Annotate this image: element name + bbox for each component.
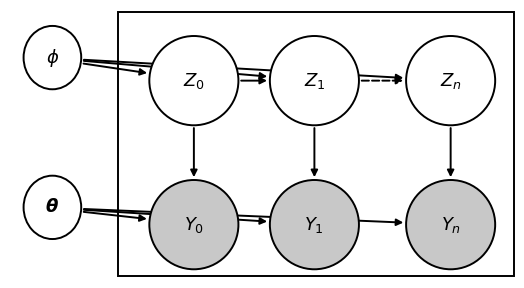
Ellipse shape [24,176,81,239]
Ellipse shape [270,36,359,125]
Text: $Z_n$: $Z_n$ [440,71,462,91]
FancyArrowPatch shape [84,61,265,79]
FancyArrowPatch shape [362,78,401,84]
Ellipse shape [270,180,359,269]
FancyArrowPatch shape [84,209,401,225]
Ellipse shape [406,180,495,269]
FancyArrowPatch shape [448,128,453,175]
Ellipse shape [149,36,238,125]
Text: $\phi$: $\phi$ [46,47,59,69]
FancyArrowPatch shape [312,128,317,175]
Text: $Y_0$: $Y_0$ [184,215,204,235]
Ellipse shape [406,36,495,125]
FancyArrowPatch shape [84,60,401,80]
Text: $Z_0$: $Z_0$ [183,71,205,91]
Bar [118,12,514,276]
Ellipse shape [149,180,238,269]
FancyArrowPatch shape [83,64,145,75]
Ellipse shape [24,26,81,89]
Text: $Y_n$: $Y_n$ [441,215,461,235]
Text: $Z_1$: $Z_1$ [303,71,325,91]
Text: $\boldsymbol{\theta}$: $\boldsymbol{\theta}$ [46,198,59,216]
FancyArrowPatch shape [84,212,145,221]
Text: $Y_1$: $Y_1$ [304,215,324,235]
FancyArrowPatch shape [241,78,265,84]
FancyArrowPatch shape [84,210,265,224]
FancyArrowPatch shape [191,128,196,175]
